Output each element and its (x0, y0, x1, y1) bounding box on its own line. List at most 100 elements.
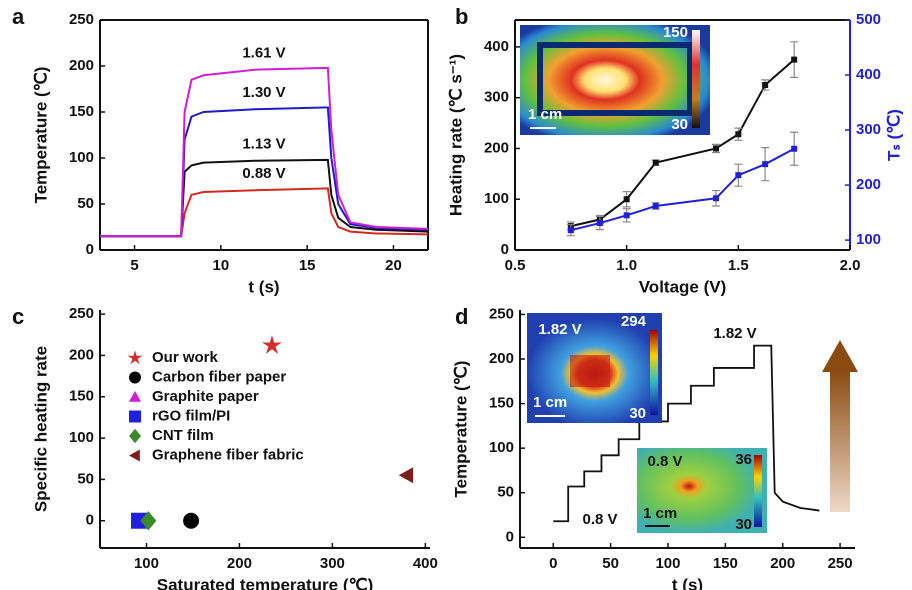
marker (262, 335, 282, 354)
scale-label: 1 cm (643, 505, 677, 522)
y2-tick-label: 400 (856, 66, 881, 83)
inset-d2: 0.8 V 36 30 1 cm (637, 448, 767, 533)
x-tick-label: 200 (227, 555, 252, 572)
x-tick-label: 0 (549, 555, 557, 572)
marker (791, 146, 797, 152)
marker (653, 203, 659, 209)
legend-label: Graphite paper (152, 388, 259, 405)
y-tick-label: 250 (489, 305, 514, 322)
x-tick-label: 50 (602, 555, 619, 572)
scale-label: 1 cm (533, 394, 567, 411)
y-tick-label: 200 (69, 57, 94, 74)
annotation: 0.8 V (582, 511, 617, 528)
marker (735, 172, 741, 178)
y-tick-label: 250 (69, 305, 94, 322)
y-tick-label: 150 (69, 388, 94, 405)
series-label: 1.61 V (242, 45, 285, 62)
colorbar (754, 455, 762, 527)
marker (735, 131, 741, 137)
y-tick-label: 100 (484, 190, 509, 207)
series-label: 0.88 V (242, 165, 285, 182)
x-axis-label: Saturated temperature (℃) (157, 575, 374, 590)
colorbar-label: 30 (671, 116, 688, 133)
y-tick-label: 0 (86, 241, 94, 258)
marker (129, 391, 141, 402)
scale-label: 1 cm (528, 106, 562, 123)
marker (762, 82, 768, 88)
x-tick-label: 10 (212, 257, 229, 274)
marker (129, 411, 141, 423)
colorbar-label: 150 (663, 24, 688, 41)
inset-voltage: 1.82 V (538, 321, 581, 338)
hot-spot (570, 355, 610, 387)
x-tick-label: 1.0 (616, 257, 637, 274)
legend-label: Carbon fiber paper (152, 368, 286, 385)
line (571, 149, 794, 230)
colorbar-label: 294 (621, 313, 647, 330)
y-tick-label: 250 (69, 11, 94, 28)
colorbar-label: 30 (629, 405, 646, 422)
arrow-body (830, 370, 850, 512)
colorbar-label: 36 (735, 451, 752, 468)
x-tick-label: 5 (130, 257, 138, 274)
y-tick-label: 100 (69, 149, 94, 166)
arrow-head (822, 340, 858, 372)
marker (129, 372, 141, 384)
y-axis-label: Specific heating rate (31, 346, 50, 512)
y-tick-label: 50 (77, 470, 94, 487)
y-axis-label: Temperature (℃) (31, 67, 50, 204)
x-tick-label: 400 (413, 555, 438, 572)
x-tick-label: 100 (134, 555, 159, 572)
x-tick-label: 250 (828, 555, 853, 572)
panel-letter: d (455, 304, 468, 329)
legend-label: Our work (152, 349, 219, 366)
y-tick-label: 0 (86, 512, 94, 529)
colorbar-label: 30 (735, 516, 752, 533)
legend-label: rGO film/PI (152, 407, 230, 424)
colorbar (650, 330, 658, 415)
figure: 5101520050100150200250at (s)Temperature … (0, 0, 912, 590)
inset-b: 150 30 1 cm (520, 24, 710, 135)
x-tick-label: 200 (770, 555, 795, 572)
x-tick-label: 150 (713, 555, 738, 572)
panel-letter: b (455, 4, 468, 29)
panel-letter: a (12, 4, 25, 29)
y-tick-label: 0 (506, 528, 514, 545)
y2-tick-label: 500 (856, 11, 881, 28)
marker (597, 220, 603, 226)
marker (183, 513, 199, 529)
marker (129, 450, 140, 462)
y-tick-label: 200 (484, 139, 509, 156)
y-tick-label: 200 (489, 350, 514, 367)
marker (128, 350, 143, 364)
y2-tick-label: 300 (856, 121, 881, 138)
x-axis-label: t (s) (672, 575, 703, 590)
y-tick-label: 50 (497, 484, 514, 501)
series-label: 1.30 V (242, 84, 285, 101)
marker (624, 196, 630, 202)
series-label: 1.13 V (242, 136, 285, 153)
y-axis-label: Heating rate (℃ s⁻¹) (446, 54, 465, 216)
x-tick-label: 20 (385, 257, 402, 274)
marker (129, 429, 141, 443)
y-tick-label: 0 (501, 241, 509, 258)
y2-tick-label: 100 (856, 231, 881, 248)
y-tick-label: 50 (77, 195, 94, 212)
y2-tick-label: 200 (856, 176, 881, 193)
x-axis-label: t (s) (248, 277, 279, 296)
y-axis-label: Temperature (℃) (451, 361, 470, 498)
y-tick-label: 300 (484, 89, 509, 106)
inset-voltage: 0.8 V (647, 453, 682, 470)
y-tick-label: 200 (69, 346, 94, 363)
y2-axis-label: Tₛ (℃) (884, 109, 903, 161)
y-tick-label: 100 (69, 429, 94, 446)
y-tick-label: 150 (69, 103, 94, 120)
y-tick-label: 100 (489, 439, 514, 456)
colorbar (692, 30, 700, 128)
marker (713, 195, 719, 201)
x-tick-label: 15 (299, 257, 316, 274)
marker (624, 212, 630, 218)
x-axis-label: Voltage (V) (639, 277, 727, 296)
marker (653, 160, 659, 166)
